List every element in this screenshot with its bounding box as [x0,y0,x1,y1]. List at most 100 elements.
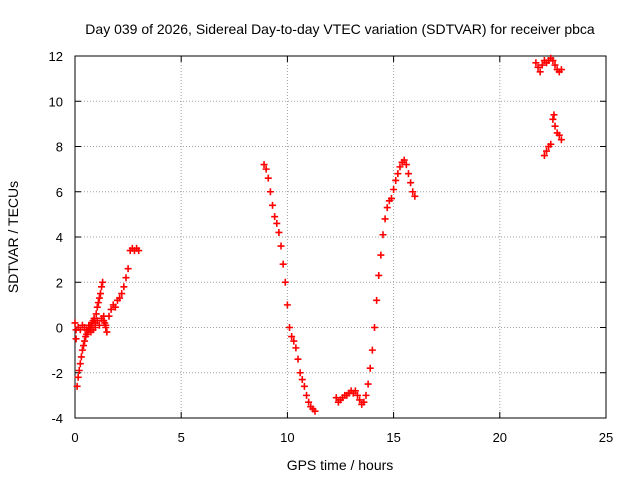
data-point [394,170,402,178]
data-point [290,337,298,345]
data-point [102,321,110,329]
x-axis-label: GPS time / hours [287,457,394,473]
data-point [407,179,415,187]
data-point [262,165,270,173]
data-point [296,369,304,377]
data-point [404,170,412,178]
y-tick-label: -4 [51,411,63,426]
data-point [279,260,287,268]
data-point [387,195,395,203]
data-point [271,213,279,221]
data-point [298,376,306,384]
y-axis-label: SDTVAR / TECUs [5,181,21,293]
data-point [360,398,368,406]
data-point [91,324,99,331]
data-point [364,380,372,388]
data-point [400,156,408,164]
y-tick-label: 4 [56,230,63,245]
data-point [543,147,551,155]
data-point [392,176,400,184]
data-point [85,321,93,329]
data-point [116,294,124,302]
data-point [536,68,544,76]
data-point [366,364,374,372]
x-tick-label: 20 [493,430,507,445]
data-point [79,342,87,350]
data-point [383,204,391,212]
data-point [286,324,294,331]
data-point [98,283,106,291]
data-point [402,161,410,169]
data-point [370,324,378,331]
data-point [390,185,398,193]
data-point [550,111,558,119]
data-point [557,66,565,74]
data-point [100,317,108,325]
data-point [356,396,364,404]
data-point [95,321,103,329]
data-point [557,136,565,144]
x-tick-labels: 0 5 10 15 20 25 [71,430,613,445]
chart-title: Day 039 of 2026, Sidereal Day-to-day VTE… [85,21,595,37]
x-tick-label: 0 [71,430,78,445]
data-point [94,299,102,307]
data-points [71,54,565,415]
data-point [305,398,313,406]
data-point [551,122,559,130]
data-point [96,290,104,298]
data-point [76,326,84,334]
y-tick-label: 10 [49,94,63,109]
data-point [555,131,563,139]
data-point [81,337,89,345]
data-point [532,59,540,67]
data-point [73,382,81,390]
data-point [303,391,311,399]
data-point [549,57,557,65]
data-point [292,344,300,352]
data-point [381,215,389,223]
data-point [288,333,296,341]
data-point [72,335,80,343]
data-point [74,373,82,381]
data-point [551,61,559,69]
data-point [300,382,308,390]
data-point [76,360,84,368]
data-point [294,355,302,363]
data-point [93,303,101,311]
data-point [547,140,555,148]
data-point [353,391,361,399]
data-point [379,231,387,239]
x-tick-label: 25 [599,430,613,445]
data-point [71,319,79,327]
data-point [93,317,101,325]
data-point [83,326,91,334]
data-point [368,346,376,354]
y-tick-label: 12 [49,49,63,64]
data-point [260,161,268,169]
data-point [111,303,119,311]
data-point [135,247,143,255]
data-point [396,163,404,171]
data-point [264,174,272,182]
data-point [95,294,103,302]
y-tick-label: 2 [56,275,63,290]
data-point [281,278,289,286]
data-point [377,251,385,259]
data-point [534,63,542,71]
data-point [409,188,417,196]
x-tick-label: 15 [386,430,400,445]
data-point [273,219,281,227]
y-tick-labels: -4 -2 0 2 4 6 8 10 12 [49,49,63,426]
axis-ticks [74,55,607,419]
data-point [311,407,319,415]
data-point [118,290,126,298]
data-point [373,296,381,304]
data-point [538,61,546,69]
grid-lines [75,56,606,418]
data-point [78,346,86,354]
data-point [362,391,370,399]
x-tick-label: 10 [280,430,294,445]
data-point [332,394,340,402]
data-point [77,353,85,361]
